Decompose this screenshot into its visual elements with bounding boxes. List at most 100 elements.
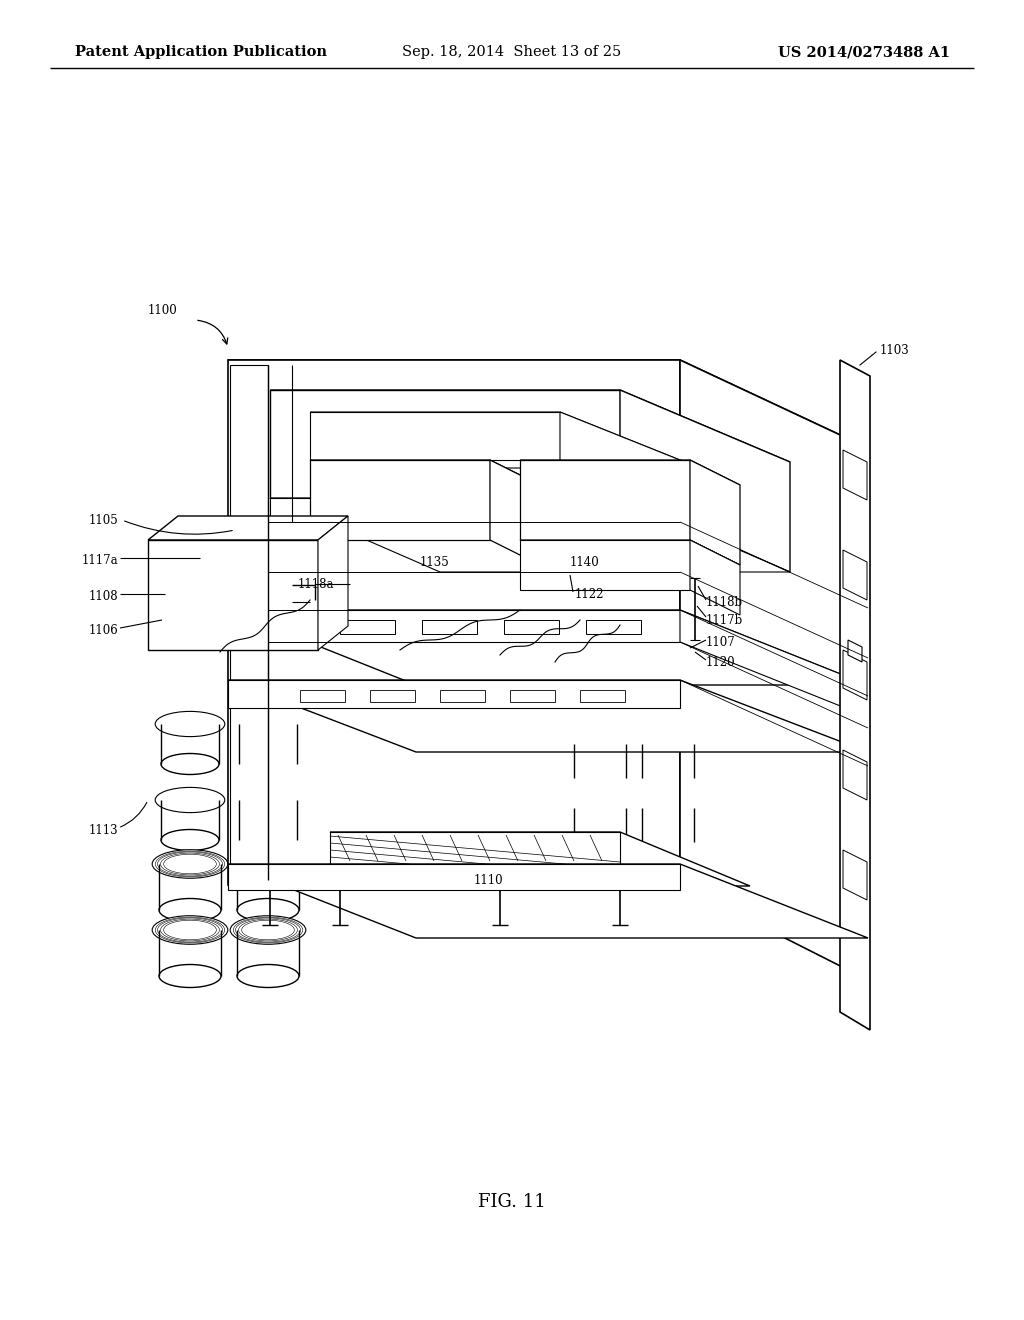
Polygon shape [310, 412, 560, 459]
Ellipse shape [237, 965, 299, 987]
Ellipse shape [249, 717, 287, 731]
Ellipse shape [230, 850, 306, 878]
Polygon shape [504, 620, 559, 634]
Polygon shape [422, 620, 477, 634]
Ellipse shape [156, 711, 225, 737]
Text: 1103: 1103 [880, 343, 909, 356]
Text: 1117b: 1117b [706, 614, 743, 627]
Polygon shape [843, 450, 867, 500]
Ellipse shape [239, 754, 297, 775]
Ellipse shape [234, 566, 276, 598]
Polygon shape [580, 690, 625, 702]
Text: 1118b: 1118b [706, 595, 743, 609]
Ellipse shape [574, 800, 626, 816]
Text: 1105: 1105 [88, 513, 118, 527]
Ellipse shape [171, 793, 209, 807]
Ellipse shape [237, 853, 299, 875]
Polygon shape [228, 865, 680, 890]
Polygon shape [560, 412, 700, 516]
Ellipse shape [153, 916, 227, 944]
Polygon shape [848, 640, 862, 663]
Ellipse shape [169, 566, 211, 598]
Ellipse shape [642, 737, 694, 752]
Polygon shape [520, 540, 740, 565]
Polygon shape [270, 498, 790, 572]
Ellipse shape [161, 789, 219, 810]
Ellipse shape [240, 572, 270, 593]
Polygon shape [620, 389, 790, 572]
Ellipse shape [175, 572, 205, 593]
Text: FIG. 11: FIG. 11 [478, 1193, 546, 1210]
Ellipse shape [583, 803, 616, 813]
Text: 1122: 1122 [575, 587, 604, 601]
Text: 1120: 1120 [706, 656, 735, 668]
Polygon shape [520, 459, 740, 484]
Ellipse shape [247, 921, 289, 939]
Polygon shape [310, 459, 540, 484]
Text: 1106: 1106 [88, 623, 118, 636]
Polygon shape [586, 620, 641, 634]
Polygon shape [520, 459, 690, 540]
Polygon shape [228, 865, 868, 939]
Ellipse shape [642, 800, 694, 816]
Ellipse shape [239, 829, 297, 850]
Ellipse shape [161, 714, 219, 734]
Polygon shape [250, 368, 418, 404]
Ellipse shape [175, 616, 205, 639]
Ellipse shape [237, 919, 299, 941]
Polygon shape [843, 850, 867, 900]
Text: 1110: 1110 [473, 874, 503, 887]
Polygon shape [330, 832, 750, 886]
Polygon shape [270, 389, 620, 498]
Ellipse shape [642, 770, 694, 787]
Ellipse shape [574, 834, 626, 850]
Ellipse shape [240, 616, 270, 639]
Polygon shape [690, 540, 740, 615]
Polygon shape [330, 832, 620, 865]
Text: 1118a: 1118a [298, 578, 335, 591]
Ellipse shape [161, 754, 219, 775]
Polygon shape [520, 540, 690, 590]
Polygon shape [148, 540, 318, 649]
Polygon shape [228, 360, 680, 884]
Polygon shape [228, 680, 680, 708]
Polygon shape [843, 550, 867, 601]
Polygon shape [270, 498, 620, 521]
Ellipse shape [249, 793, 287, 807]
Text: 1108: 1108 [88, 590, 118, 602]
Ellipse shape [182, 622, 198, 634]
Polygon shape [230, 366, 268, 880]
Polygon shape [318, 516, 348, 649]
Ellipse shape [651, 803, 685, 813]
Polygon shape [270, 389, 790, 462]
Text: 1135: 1135 [420, 556, 450, 569]
Ellipse shape [169, 921, 211, 939]
Ellipse shape [233, 788, 303, 813]
Text: 1117a: 1117a [81, 553, 118, 566]
Polygon shape [450, 368, 600, 404]
Ellipse shape [574, 737, 626, 752]
Ellipse shape [230, 916, 306, 944]
Ellipse shape [651, 739, 685, 750]
Text: US 2014/0273488 A1: US 2014/0273488 A1 [778, 45, 950, 59]
Polygon shape [840, 360, 870, 1030]
Ellipse shape [169, 855, 211, 873]
Polygon shape [700, 396, 840, 462]
Ellipse shape [156, 788, 225, 813]
Ellipse shape [182, 576, 198, 587]
Polygon shape [370, 690, 415, 702]
Ellipse shape [159, 919, 221, 941]
Text: 1107: 1107 [706, 635, 736, 648]
Ellipse shape [247, 576, 263, 587]
Text: Patent Application Publication: Patent Application Publication [75, 45, 327, 59]
Polygon shape [228, 610, 680, 642]
Polygon shape [310, 459, 490, 540]
Ellipse shape [247, 855, 289, 873]
Ellipse shape [247, 622, 263, 634]
Polygon shape [300, 690, 345, 702]
Ellipse shape [233, 711, 303, 737]
Text: 1100: 1100 [148, 304, 178, 317]
Ellipse shape [234, 612, 276, 644]
Polygon shape [510, 690, 555, 702]
Ellipse shape [239, 789, 297, 810]
